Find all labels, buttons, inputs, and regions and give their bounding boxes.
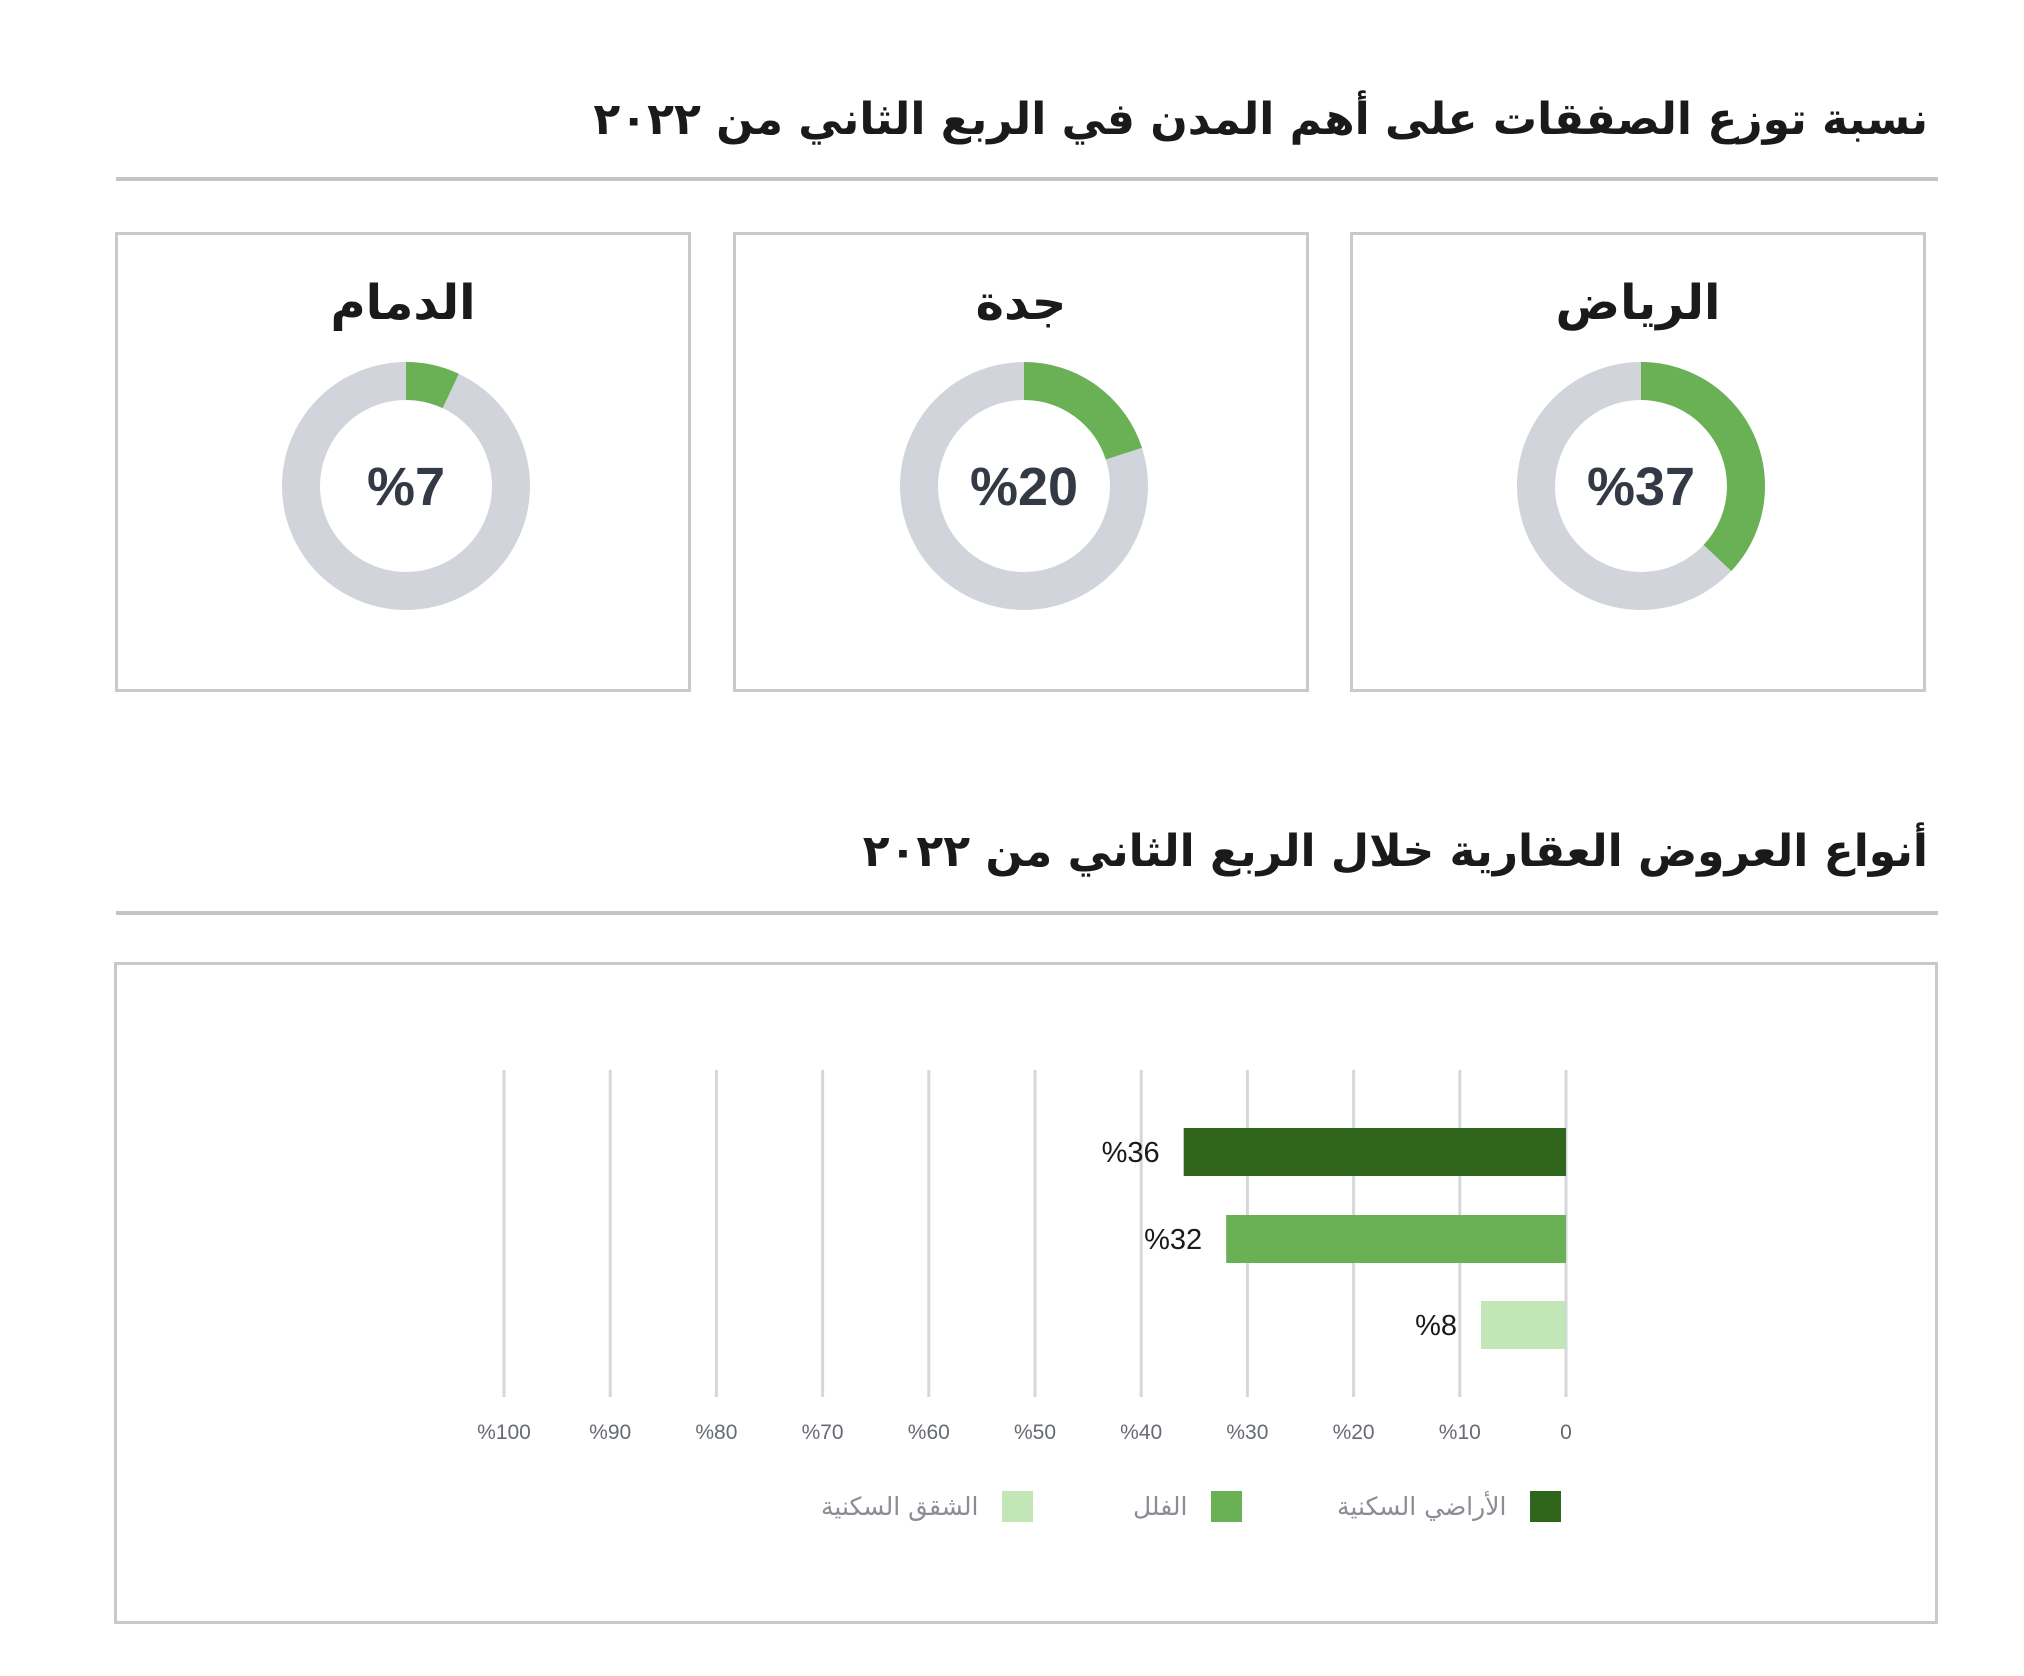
donut-chart-riyadh: %37: [1517, 362, 1765, 610]
legend-item-residential-land: الأراضي السكنية: [1337, 1489, 1562, 1523]
donut-percentage: %20: [970, 457, 1078, 517]
bar-value-label: %36: [1102, 1137, 1160, 1169]
x-tick-label: %90: [589, 1421, 631, 1444]
donut-percentage: %7: [367, 457, 445, 517]
legend-swatch: [1211, 1490, 1243, 1522]
donut-section-divider: [116, 177, 1938, 181]
city-name: جدة: [975, 275, 1067, 331]
legend-label: الأراضي السكنية: [1337, 1491, 1507, 1521]
x-tick-label: %20: [1333, 1421, 1375, 1444]
donut-value-arc: [282, 362, 530, 610]
bar: [1226, 1215, 1566, 1263]
bar-chart-panel: 0 %10 %20 %30 %40 %50 %60 %70 %80 %90 %100 %36 %32 %8…: [114, 962, 1938, 1624]
bar-value-label: %8: [1415, 1310, 1457, 1342]
x-tick-label: %100: [477, 1421, 531, 1444]
legend-swatch: [1002, 1490, 1034, 1522]
x-tick-label: %50: [1014, 1421, 1056, 1444]
bar-chart: 0 %10 %20 %30 %40 %50 %60 %70 %80 %90 %100 %36 %32 %8: [477, 1070, 1572, 1444]
x-tick-label: %60: [908, 1421, 950, 1444]
city-name: الدمام: [330, 275, 476, 331]
x-tick-label: %80: [695, 1421, 737, 1444]
legend-label: الشقق السكنية: [821, 1491, 979, 1521]
bar-section-title: أنواع العروض العقارية خلال الربع الثاني …: [862, 826, 1928, 877]
donut-section-title: نسبة توزع الصفقات على أهم المدن في الربع…: [593, 94, 1928, 145]
legend-item-villas: الفلل: [1133, 1489, 1243, 1523]
bar: [1481, 1301, 1566, 1349]
bar-value-label: %32: [1144, 1224, 1202, 1256]
legend-item-apartments: الشقق السكنية: [821, 1489, 1034, 1523]
x-tick-label: %40: [1120, 1421, 1162, 1444]
city-card-jeddah: جدة %20: [733, 232, 1309, 692]
legend-swatch: [1530, 1490, 1562, 1522]
city-card-riyadh: الرياض %37: [1350, 232, 1926, 692]
x-tick-label: %70: [802, 1421, 844, 1444]
donut-chart-jeddah: %20: [900, 362, 1148, 610]
donut-value-arc: [1517, 362, 1765, 610]
x-tick-label: %10: [1439, 1421, 1481, 1444]
bar-section-divider: [116, 911, 1938, 915]
x-tick-label: 0: [1560, 1421, 1572, 1444]
donut-percentage: %37: [1587, 457, 1695, 517]
city-card-dammam: الدمام %7: [115, 232, 691, 692]
x-tick-label: %30: [1226, 1421, 1268, 1444]
donut-chart-dammam: %7: [282, 362, 530, 610]
legend-label: الفلل: [1133, 1491, 1188, 1521]
city-name: الرياض: [1555, 275, 1721, 331]
bar: [1183, 1128, 1566, 1176]
donut-value-arc: [900, 362, 1148, 610]
